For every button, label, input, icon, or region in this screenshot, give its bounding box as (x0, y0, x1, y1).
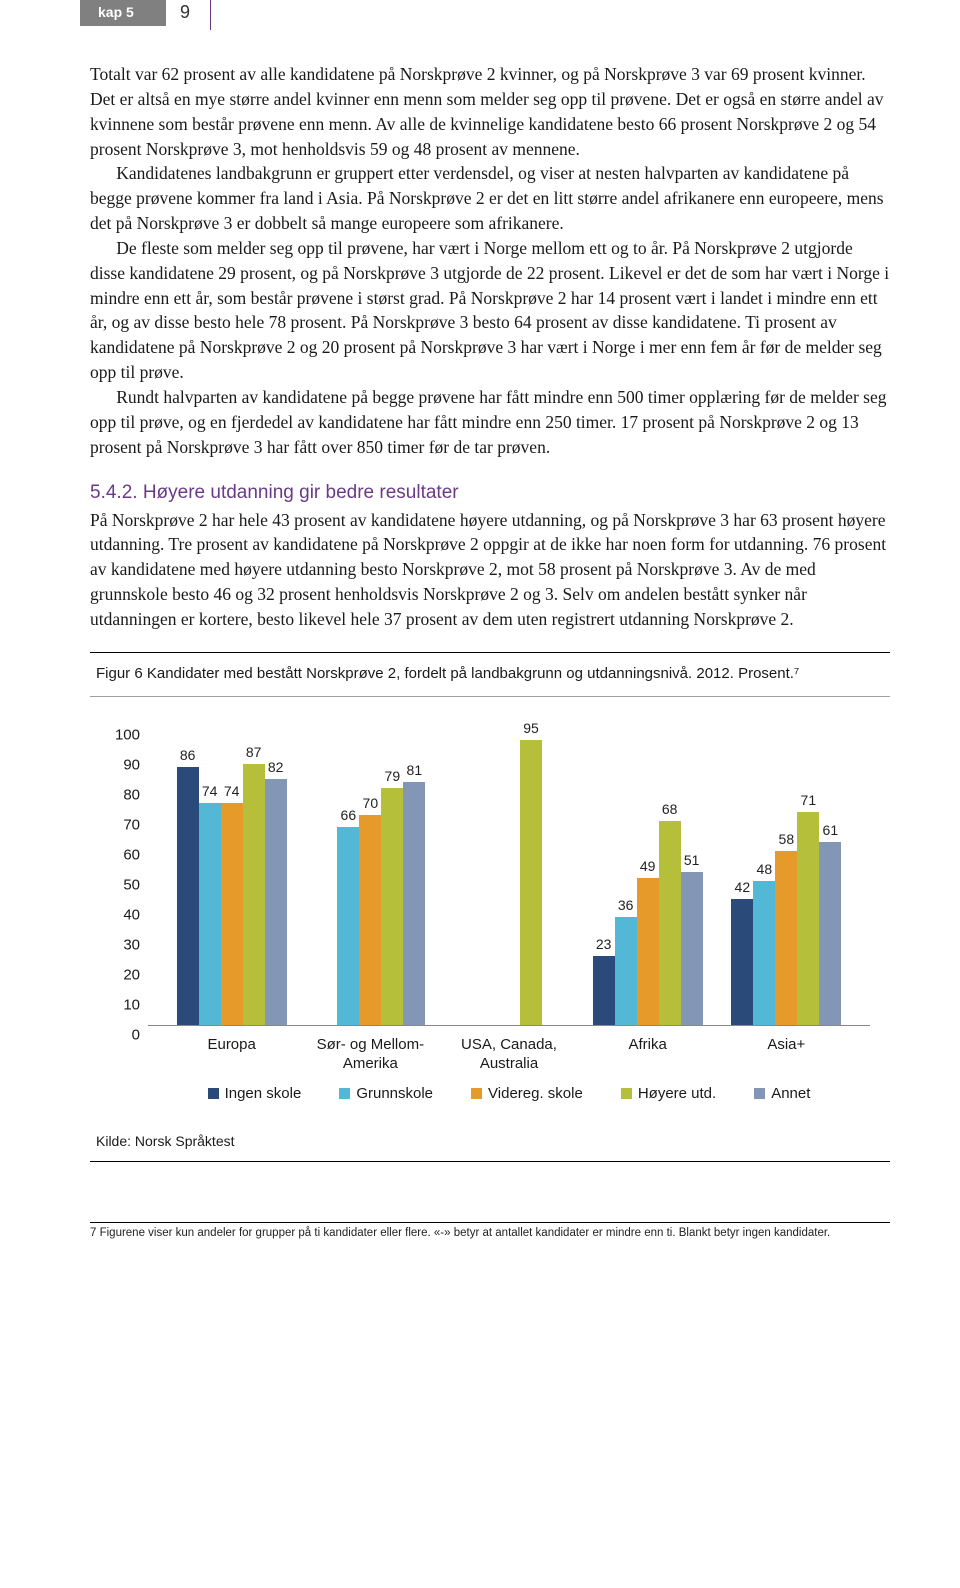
category-label: Asia+ (731, 1035, 841, 1055)
bar-value-label: 71 (801, 792, 817, 808)
legend-swatch (208, 1088, 219, 1099)
legend-item: Videreg. skole (471, 1085, 583, 1102)
bar: 70 (359, 815, 381, 1025)
bar: 51 (681, 872, 703, 1025)
bar-value-label: 79 (385, 768, 401, 784)
legend-item: Grunnskole (339, 1085, 433, 1102)
y-axis-tick: 0 (100, 1026, 140, 1043)
bar: 79 (381, 788, 403, 1025)
bar-value-label: 70 (363, 795, 379, 811)
bar-value-label: 36 (618, 897, 634, 913)
category-label: Afrika (593, 1035, 703, 1055)
bar: 81 (403, 782, 425, 1025)
legend-swatch (471, 1088, 482, 1099)
y-axis-tick: 100 (100, 726, 140, 743)
legend-item: Høyere utd. (621, 1085, 716, 1102)
paragraph: Kandidatenes landbakgrunn er gruppert et… (90, 161, 890, 236)
bar-value-label: 23 (596, 936, 612, 952)
y-axis-tick: 70 (100, 816, 140, 833)
chapter-label: kap 5 (98, 4, 134, 20)
bar: 49 (637, 878, 659, 1025)
bar-value-label: 58 (779, 831, 795, 847)
bar-group: 95 (454, 740, 564, 1025)
figure-container: Figur 6 Kandidater med bestått Norskprøv… (90, 652, 890, 1162)
legend-label: Grunnskole (356, 1085, 433, 1102)
bar-value-label: 66 (341, 807, 357, 823)
y-axis-tick: 30 (100, 936, 140, 953)
paragraph: Totalt var 62 prosent av alle kandidaten… (90, 62, 890, 161)
category-label: Europa (177, 1035, 287, 1055)
bar: 42 (731, 899, 753, 1025)
y-axis-tick: 40 (100, 906, 140, 923)
bar: 61 (819, 842, 841, 1025)
figure-source: Kilde: Norsk Språktest (90, 1125, 890, 1153)
bar-value-label: 74 (224, 783, 240, 799)
header-divider (210, 0, 211, 30)
bar-value-label: 81 (407, 762, 423, 778)
bar: 48 (753, 881, 775, 1025)
legend-swatch (754, 1088, 765, 1099)
category-label: USA, Canada,Australia (454, 1035, 564, 1074)
chart-plot-area: 01020304050607080901008674748782Europa66… (148, 725, 870, 1026)
bar-group: 4248587161 (731, 812, 841, 1025)
section-heading: 5.4.2. Høyere utdanning gir bedre result… (90, 482, 890, 504)
bar: 66 (337, 827, 359, 1025)
category-label: Sør- og Mellom-Amerika (315, 1035, 425, 1074)
footnote: 7 Figurene viser kun andeler for grupper… (90, 1223, 890, 1239)
legend-swatch (621, 1088, 632, 1099)
bar: 58 (775, 851, 797, 1025)
body-text-block-1: Totalt var 62 prosent av alle kandidaten… (90, 62, 890, 460)
bar-chart: 01020304050607080901008674748782Europa66… (100, 715, 880, 1125)
bar-value-label: 61 (823, 822, 839, 838)
bar-value-label: 68 (662, 801, 678, 817)
y-axis-tick: 20 (100, 966, 140, 983)
bar-group: 8674748782 (177, 764, 287, 1025)
bar-value-label: 82 (268, 759, 284, 775)
bar: 74 (221, 803, 243, 1025)
legend-item: Annet (754, 1085, 810, 1102)
bar: 23 (593, 956, 615, 1025)
legend-label: Annet (771, 1085, 810, 1102)
bar-value-label: 42 (735, 879, 751, 895)
paragraph: De fleste som melder seg opp til prøvene… (90, 236, 890, 385)
bar: 86 (177, 767, 199, 1025)
y-axis-tick: 90 (100, 756, 140, 773)
bar: 87 (243, 764, 265, 1025)
bar: 82 (265, 779, 287, 1025)
y-axis-tick: 10 (100, 996, 140, 1013)
bar-value-label: 51 (684, 852, 700, 868)
chart-legend: Ingen skole Grunnskole Videreg. skole Høyer… (148, 1085, 870, 1102)
bar: 68 (659, 821, 681, 1025)
bar-value-label: 74 (202, 783, 218, 799)
bar-group: 66707981 (315, 782, 425, 1025)
bar-value-label: 87 (246, 744, 262, 760)
legend-label: Ingen skole (225, 1085, 302, 1102)
bar: 71 (797, 812, 819, 1025)
paragraph: På Norskprøve 2 har hele 43 prosent av k… (90, 508, 890, 632)
y-axis-tick: 50 (100, 876, 140, 893)
figure-title: Figur 6 Kandidater med bestått Norskprøv… (90, 661, 890, 697)
legend-label: Videreg. skole (488, 1085, 583, 1102)
legend-label: Høyere utd. (638, 1085, 716, 1102)
legend-item: Ingen skole (208, 1085, 302, 1102)
bar-group: 2336496851 (593, 821, 703, 1025)
bar: 36 (615, 917, 637, 1025)
body-text-block-2: På Norskprøve 2 har hele 43 prosent av k… (90, 508, 890, 632)
page-number: 9 (180, 2, 190, 23)
bar-value-label: 48 (757, 861, 773, 877)
bar-value-label: 86 (180, 747, 196, 763)
bar-value-label: 49 (640, 858, 656, 874)
legend-swatch (339, 1088, 350, 1099)
y-axis-tick: 60 (100, 846, 140, 863)
bar: 95 (520, 740, 542, 1025)
bar: 74 (199, 803, 221, 1025)
y-axis-tick: 80 (100, 786, 140, 803)
chapter-header: kap 5 9 (90, 0, 890, 32)
bar-value-label: 95 (523, 720, 539, 736)
paragraph: Rundt halvparten av kandidatene på begge… (90, 385, 890, 460)
